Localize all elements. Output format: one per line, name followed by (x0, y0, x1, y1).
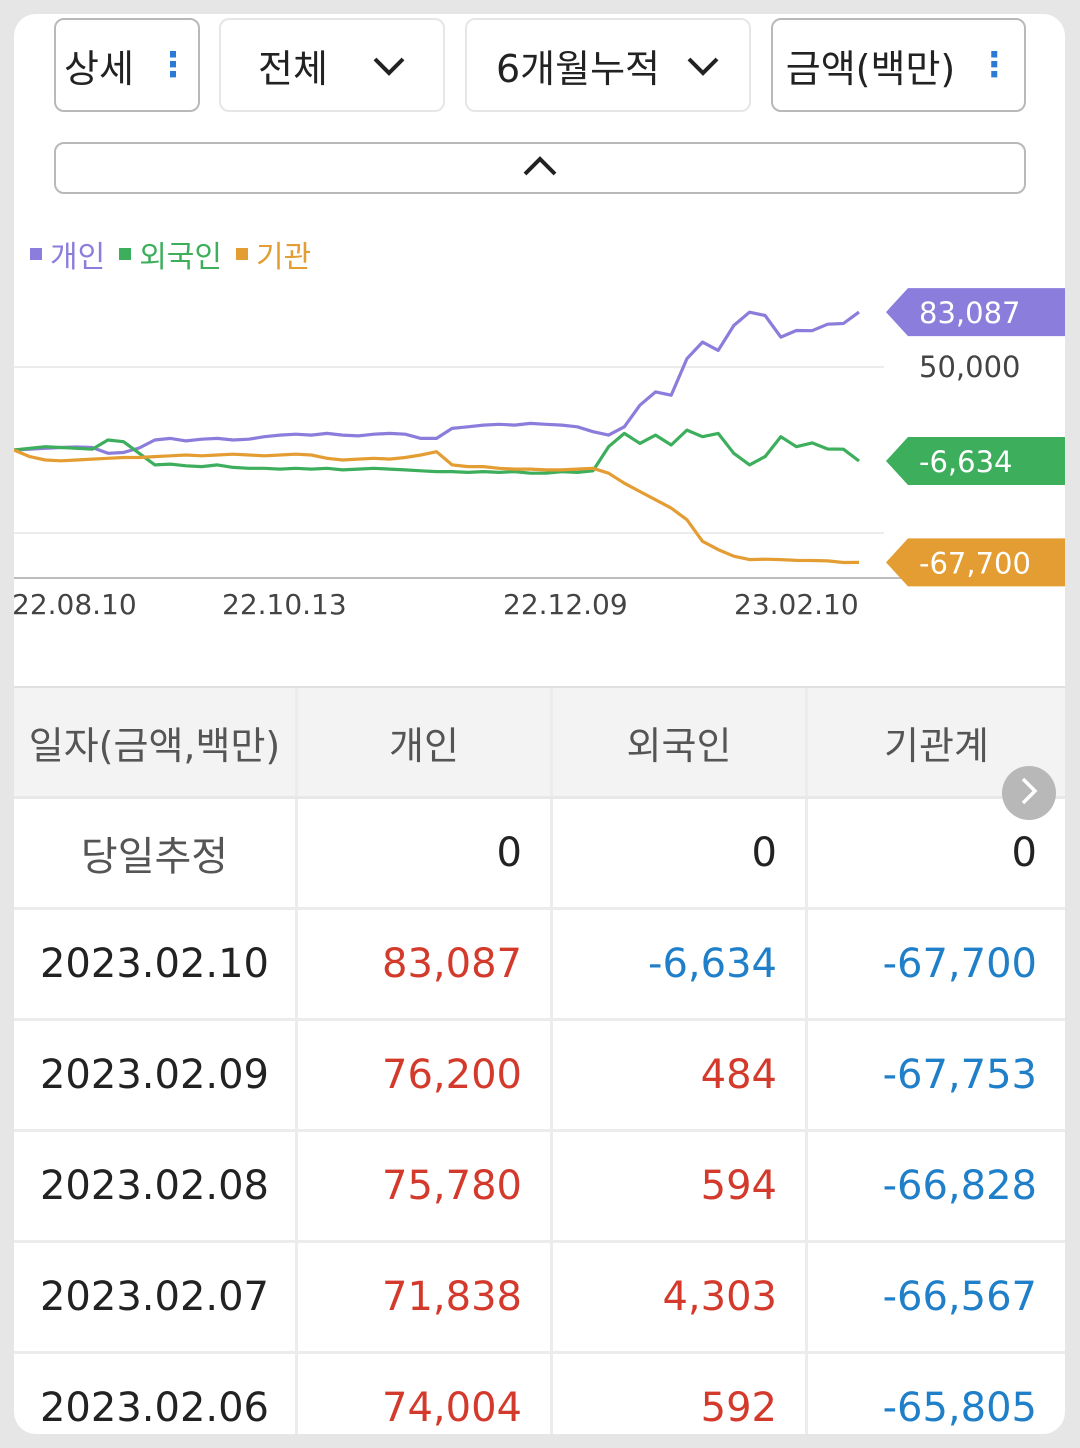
last-value-label: 83,087 (919, 296, 1020, 330)
cell-date: 2023.02.09 (14, 1021, 298, 1129)
cell-institution: -67,700 (882, 941, 1037, 987)
scroll-right-button[interactable] (1002, 766, 1056, 820)
cell-date: 2023.02.06 (14, 1354, 298, 1434)
chart-legend: 개인 외국인 기관 (30, 232, 311, 276)
detail-label: 상세 (64, 46, 134, 91)
header-date: 일자(금액,백만) (14, 688, 298, 796)
table-row[interactable]: 2023.02.08 75,780 594 -66,828 (14, 1132, 1065, 1243)
table-row[interactable]: 2023.02.09 76,200 484 -67,753 (14, 1021, 1065, 1132)
legend-item-institution[interactable]: 기관 (236, 232, 311, 276)
cell-foreign: 4,303 (553, 1243, 808, 1351)
cell-foreign: 594 (553, 1132, 808, 1240)
cell-foreign: 484 (553, 1021, 808, 1129)
unit-selector[interactable]: 금액(백만) ⋮ (771, 18, 1026, 112)
period-label: 6개월누적 (495, 46, 661, 91)
cell-foreign: 0 (553, 799, 808, 907)
kebab-icon: ⋮ (155, 45, 190, 85)
legend-label: 기관 (256, 240, 312, 275)
detail-selector[interactable]: 상세 ⋮ (54, 18, 200, 112)
table-row[interactable]: 2023.02.10 83,087 -6,634 -67,700 (14, 910, 1065, 1021)
cell-individual: 75,780 (298, 1132, 553, 1240)
header-foreign: 외국인 (553, 688, 808, 796)
last-value-label: -6,634 (919, 445, 1013, 479)
table-row[interactable]: 당일추정 0 0 0 (14, 799, 1065, 910)
legend-swatch (119, 248, 132, 260)
period-dropdown[interactable]: 6개월누적 (465, 18, 751, 112)
x-tick-label: 22.08.10 (14, 588, 137, 621)
last-value-label: -67,700 (919, 546, 1031, 580)
cell-foreign: -6,634 (553, 910, 808, 1018)
collapse-toggle-button[interactable] (54, 142, 1026, 194)
legend-label: 외국인 (139, 240, 223, 275)
legend-swatch (30, 248, 42, 260)
series-line-0 (14, 310, 860, 455)
last-value-tag (886, 437, 1065, 486)
trend-line-chart[interactable]: 50,000 83,087 -6,634 -67,700 22.08.10 22.10.1… (14, 284, 1065, 634)
table-body: 당일추정 0 0 0 2023.02.10 83,087 -6,634 -67,700 2023… (14, 799, 1065, 1434)
chevron-down-icon (372, 43, 406, 87)
cell-institution: 0 (1011, 830, 1037, 876)
legend-swatch (236, 248, 249, 260)
investor-table: 일자(금액,백만) 개인 외국인 기관계 당일추정 0 0 0 2023.02.10 83… (14, 686, 1065, 1434)
cell-institution: -66,567 (882, 1274, 1037, 1320)
scope-dropdown[interactable]: 전체 (219, 18, 445, 112)
chevron-right-icon (1019, 776, 1039, 810)
x-tick-label: 22.12.09 (503, 588, 628, 621)
cell-institution: -67,753 (882, 1052, 1037, 1098)
investor-trend-card: 상세 ⋮ 전체 6개월누적 금액(백만) ⋮ 개인 외국인 (14, 14, 1065, 1434)
cell-date: 2023.02.10 (14, 910, 298, 1018)
header-individual: 개인 (298, 688, 553, 796)
series-line-2 (14, 448, 860, 565)
cell-foreign: 592 (553, 1354, 808, 1434)
header-institution: 기관계 (884, 723, 989, 768)
last-value-tag (886, 538, 1065, 587)
x-tick-label: 23.02.10 (734, 588, 859, 621)
table-row[interactable]: 2023.02.07 71,838 4,303 -66,567 (14, 1243, 1065, 1354)
last-value-tag (886, 288, 1065, 337)
x-tick-label: 22.10.13 (222, 588, 347, 621)
cell-individual: 0 (298, 799, 553, 907)
y-tick-label: 50,000 (919, 350, 1020, 384)
series-line-1 (14, 428, 860, 475)
cell-date: 2023.02.08 (14, 1132, 298, 1240)
cell-individual: 76,200 (298, 1021, 553, 1129)
cell-date: 2023.02.07 (14, 1243, 298, 1351)
cell-institution: -65,805 (882, 1385, 1037, 1431)
cell-individual: 74,004 (298, 1354, 553, 1434)
chevron-down-icon (686, 43, 720, 87)
table-row[interactable]: 2023.02.06 74,004 592 -65,805 (14, 1354, 1065, 1434)
legend-item-foreign[interactable]: 외국인 (119, 232, 222, 276)
kebab-icon: ⋮ (977, 45, 1012, 85)
cell-institution: -66,828 (882, 1163, 1037, 1209)
legend-label: 개인 (50, 240, 106, 275)
cell-individual: 83,087 (298, 910, 553, 1018)
chevron-up-icon (522, 155, 558, 181)
cell-date: 당일추정 (14, 799, 298, 907)
scope-label: 전체 (258, 46, 328, 91)
unit-label: 금액(백만) (785, 46, 956, 91)
table-header-row: 일자(금액,백만) 개인 외국인 기관계 (14, 686, 1065, 799)
legend-item-individual[interactable]: 개인 (30, 232, 105, 276)
cell-individual: 71,838 (298, 1243, 553, 1351)
